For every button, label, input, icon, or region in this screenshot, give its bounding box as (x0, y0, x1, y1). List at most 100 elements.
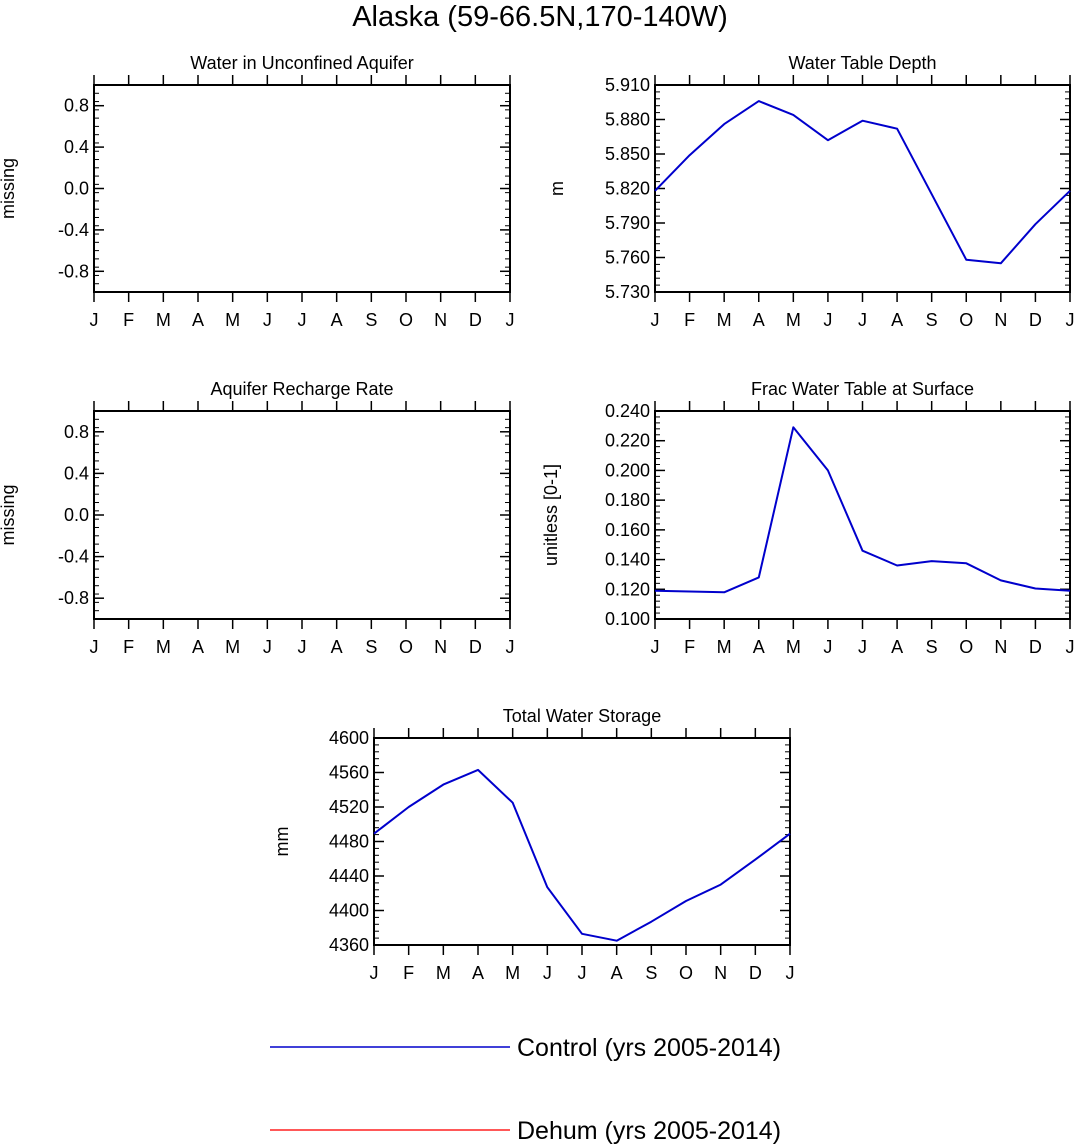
y-axis-label: missing (0, 484, 18, 545)
y-tick-label: 0.140 (605, 550, 650, 570)
y-tick-label: 5.790 (605, 213, 650, 233)
y-tick-label: 4360 (329, 935, 369, 955)
y-tick-label: 0.4 (64, 137, 89, 157)
x-tick-label: A (331, 310, 343, 330)
x-tick-label: N (714, 963, 727, 983)
x-tick-label: N (434, 310, 447, 330)
x-tick-label: O (959, 637, 973, 657)
y-tick-label: -0.4 (58, 547, 89, 567)
y-tick-label: -0.4 (58, 220, 89, 240)
y-axis-label: unitless [0-1] (541, 464, 561, 566)
y-tick-label: 5.910 (605, 75, 650, 95)
chart-title: Frac Water Table at Surface (751, 379, 974, 399)
x-tick-label: M (717, 310, 732, 330)
x-tick-label: D (469, 637, 482, 657)
y-tick-label: 0.0 (64, 179, 89, 199)
x-tick-label: M (786, 637, 801, 657)
x-tick-label: D (749, 963, 762, 983)
x-tick-label: J (370, 963, 379, 983)
x-tick-label: J (823, 637, 832, 657)
y-tick-label: 5.850 (605, 144, 650, 164)
y-axis-label: m (547, 181, 567, 196)
y-tick-label: 0.220 (605, 431, 650, 451)
x-tick-label: M (156, 310, 171, 330)
x-tick-label: J (651, 637, 660, 657)
y-tick-label: 4560 (329, 763, 369, 783)
series-line (654, 100, 1071, 265)
y-tick-label: 0.8 (64, 96, 89, 116)
x-tick-label: S (645, 963, 657, 983)
x-tick-label: J (543, 963, 552, 983)
x-tick-label: J (506, 310, 515, 330)
x-tick-label: A (891, 637, 903, 657)
chart-title: Water in Unconfined Aquifer (190, 53, 413, 73)
y-tick-label: 5.760 (605, 248, 650, 268)
x-tick-label: D (1029, 637, 1042, 657)
plot-frame (93, 84, 511, 293)
y-tick-label: 4480 (329, 832, 369, 852)
y-tick-label: -0.8 (58, 588, 89, 608)
chart-panels: Water in Unconfined Aquifer J F M A M J J A S O N D J… (0, 53, 1075, 983)
x-tick-label: F (123, 637, 134, 657)
y-tick-label: 5.730 (605, 282, 650, 302)
plot-frame (654, 84, 1071, 293)
chart-title: Aquifer Recharge Rate (210, 379, 393, 399)
x-tick-label: S (365, 637, 377, 657)
x-tick-label: J (90, 310, 99, 330)
y-tick-label: 0.180 (605, 490, 650, 510)
x-tick-label: F (684, 637, 695, 657)
y-tick-label: 4400 (329, 901, 369, 921)
x-tick-label: M (505, 963, 520, 983)
chart-title: Water Table Depth (788, 53, 936, 73)
x-tick-label: A (753, 637, 765, 657)
x-tick-label: J (506, 637, 515, 657)
x-tick-label: J (858, 637, 867, 657)
x-tick-label: A (192, 637, 204, 657)
y-tick-label: 0.4 (64, 463, 89, 483)
y-tick-label: 0.200 (605, 460, 650, 480)
x-tick-label: O (959, 310, 973, 330)
x-tick-label: J (298, 637, 307, 657)
x-tick-label: S (365, 310, 377, 330)
x-tick-label: J (858, 310, 867, 330)
y-tick-label: 0.160 (605, 520, 650, 540)
x-tick-label: O (399, 637, 413, 657)
y-tick-label: 0.120 (605, 579, 650, 599)
x-tick-label: S (926, 637, 938, 657)
y-tick-label: 0.240 (605, 401, 650, 421)
x-tick-label: M (717, 637, 732, 657)
x-tick-label: J (1066, 310, 1075, 330)
figure-title: Alaska (59-66.5N,170-140W) (352, 1, 728, 33)
x-tick-label: A (472, 963, 484, 983)
y-tick-label: 5.820 (605, 179, 650, 199)
x-tick-label: D (1029, 310, 1042, 330)
x-tick-label: J (263, 637, 272, 657)
x-tick-label: M (225, 310, 240, 330)
y-tick-label: 0.0 (64, 505, 89, 525)
y-tick-label: -0.8 (58, 261, 89, 281)
plot-frame (93, 410, 511, 620)
x-tick-label: O (399, 310, 413, 330)
x-tick-label: M (436, 963, 451, 983)
x-tick-label: J (298, 310, 307, 330)
chart-title: Total Water Storage (503, 706, 661, 726)
x-tick-label: A (891, 310, 903, 330)
legend-label: Control (yrs 2005-2014) (517, 1034, 781, 1062)
x-tick-label: J (578, 963, 587, 983)
plot-frame (373, 737, 791, 946)
x-tick-label: N (994, 637, 1007, 657)
y-tick-label: 0.100 (605, 609, 650, 629)
x-tick-label: A (331, 637, 343, 657)
x-tick-label: J (823, 310, 832, 330)
series-line (654, 426, 1071, 594)
y-tick-label: 4520 (329, 797, 369, 817)
x-tick-label: A (753, 310, 765, 330)
x-tick-label: J (90, 637, 99, 657)
x-tick-label: F (403, 963, 414, 983)
x-tick-label: F (123, 310, 134, 330)
chart-panel: Water in Unconfined Aquifer J F M A M J J A S O N D J… (0, 53, 515, 330)
x-tick-label: M (156, 637, 171, 657)
y-tick-label: 5.880 (605, 110, 650, 130)
